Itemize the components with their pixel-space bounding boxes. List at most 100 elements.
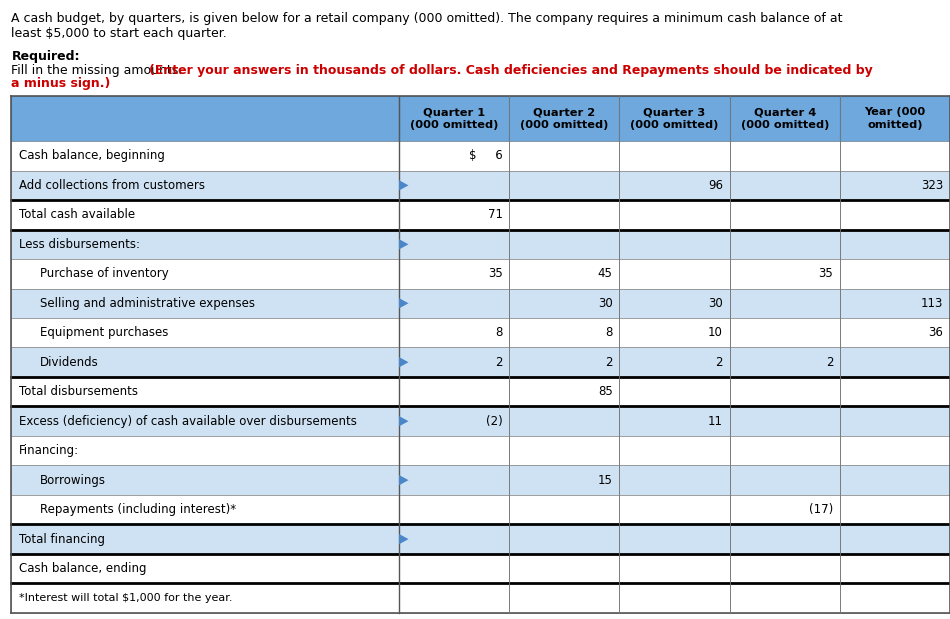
Polygon shape (399, 475, 408, 485)
Bar (399, 318, 509, 347)
Bar (840, 288, 950, 318)
Bar (509, 554, 619, 583)
Bar (730, 259, 840, 288)
Text: 113: 113 (921, 297, 943, 310)
Bar (619, 407, 730, 436)
Text: (Enter your answers in thousands of dollars. Cash deficiencies and Repayments sh: (Enter your answers in thousands of doll… (149, 64, 873, 77)
Text: Selling and administrative expenses: Selling and administrative expenses (40, 297, 255, 310)
Bar (509, 436, 619, 465)
Text: 10: 10 (708, 326, 723, 339)
Text: 35: 35 (487, 267, 503, 280)
Bar (509, 171, 619, 200)
Text: Cash balance, ending: Cash balance, ending (19, 562, 146, 575)
Bar (730, 318, 840, 347)
Bar (11, 377, 399, 407)
Bar (399, 141, 509, 171)
Bar (840, 96, 950, 141)
Bar (619, 141, 730, 171)
Bar (730, 377, 840, 407)
Bar (840, 141, 950, 171)
Text: 36: 36 (928, 326, 943, 339)
Bar (11, 141, 399, 171)
Bar (399, 554, 509, 583)
Bar (11, 171, 399, 200)
Bar (730, 407, 840, 436)
Bar (11, 524, 399, 554)
Bar (11, 583, 399, 613)
Bar (840, 200, 950, 230)
Bar (619, 377, 730, 407)
Text: Total financing: Total financing (19, 532, 105, 545)
Text: 2: 2 (605, 356, 613, 369)
Bar (509, 465, 619, 495)
Bar (509, 288, 619, 318)
Text: 11: 11 (708, 415, 723, 428)
Bar (399, 347, 509, 377)
Bar (619, 524, 730, 554)
Text: 323: 323 (922, 179, 943, 192)
Text: $     6: $ 6 (468, 149, 503, 162)
Polygon shape (399, 357, 408, 368)
Text: 8: 8 (495, 326, 503, 339)
Text: Total disbursements: Total disbursements (19, 385, 138, 398)
Bar (11, 96, 399, 141)
Bar (730, 436, 840, 465)
Bar (840, 230, 950, 259)
Text: (2): (2) (485, 415, 503, 428)
Bar (619, 495, 730, 524)
Bar (619, 583, 730, 613)
Bar (840, 436, 950, 465)
Bar (619, 171, 730, 200)
Bar (840, 465, 950, 495)
Text: (17): (17) (808, 503, 833, 516)
Bar (840, 171, 950, 200)
Bar (619, 554, 730, 583)
Bar (730, 288, 840, 318)
Bar (399, 200, 509, 230)
Text: Dividends: Dividends (40, 356, 99, 369)
Bar (509, 407, 619, 436)
Polygon shape (399, 239, 408, 249)
Text: Excess (deficiency) of cash available over disbursements: Excess (deficiency) of cash available ov… (19, 415, 357, 428)
Bar (509, 583, 619, 613)
Bar (840, 347, 950, 377)
Text: least $5,000 to start each quarter.: least $5,000 to start each quarter. (11, 27, 227, 40)
Bar (399, 407, 509, 436)
Text: 15: 15 (598, 474, 613, 487)
Bar (399, 465, 509, 495)
Bar (11, 554, 399, 583)
Text: 85: 85 (598, 385, 613, 398)
Text: 30: 30 (708, 297, 723, 310)
Bar (11, 230, 399, 259)
Bar (730, 554, 840, 583)
Text: Quarter 1
(000 omitted): Quarter 1 (000 omitted) (409, 107, 499, 130)
Text: Repayments (including interest)*: Repayments (including interest)* (40, 503, 236, 516)
Bar (619, 436, 730, 465)
Bar (840, 583, 950, 613)
Bar (11, 318, 399, 347)
Bar (11, 407, 399, 436)
Text: Cash balance, beginning: Cash balance, beginning (19, 149, 165, 162)
Bar (399, 96, 509, 141)
Text: 8: 8 (605, 326, 613, 339)
Bar (730, 200, 840, 230)
Bar (399, 288, 509, 318)
Bar (730, 465, 840, 495)
Bar (11, 436, 399, 465)
Bar (11, 495, 399, 524)
Bar (399, 524, 509, 554)
Bar (619, 288, 730, 318)
Bar (11, 465, 399, 495)
Text: 30: 30 (598, 297, 613, 310)
Text: 35: 35 (818, 267, 833, 280)
Bar (11, 200, 399, 230)
Bar (509, 259, 619, 288)
Bar (509, 200, 619, 230)
Bar (730, 96, 840, 141)
Bar (399, 495, 509, 524)
Text: Purchase of inventory: Purchase of inventory (40, 267, 169, 280)
Text: Quarter 3
(000 omitted): Quarter 3 (000 omitted) (630, 107, 719, 130)
Bar (840, 495, 950, 524)
Bar (840, 407, 950, 436)
Text: 2: 2 (495, 356, 503, 369)
